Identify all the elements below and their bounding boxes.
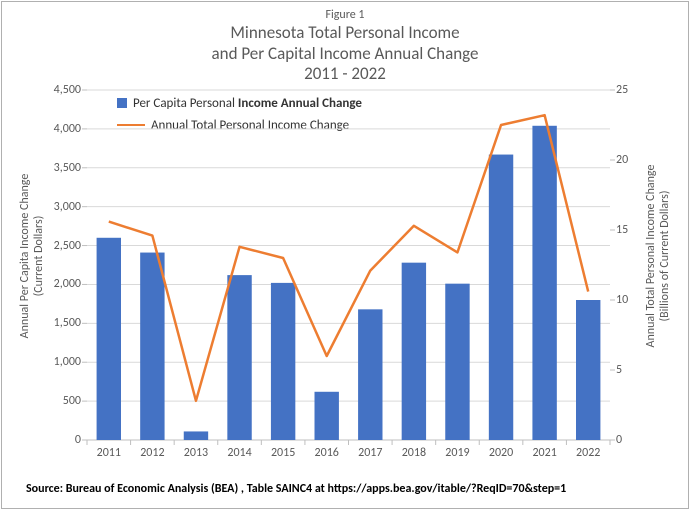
x-tick-label: 2018	[402, 446, 426, 460]
source-caption: Source: Bureau of Economic Analysis (BEA…	[26, 482, 566, 496]
x-tick-label: 2015	[271, 446, 295, 460]
x-tick-label: 2022	[576, 446, 600, 460]
y-right-tick-label: 10	[616, 293, 646, 307]
chart-title-line1: Minnesota Total Personal Income	[2, 23, 688, 43]
bar	[402, 263, 426, 440]
x-tick-label: 2013	[184, 446, 208, 460]
x-tick-label: 2021	[532, 446, 556, 460]
y-axis-right-title: Annual Total Personal Income Change (Bil…	[644, 6, 672, 506]
y-left-tick-label: 4,500	[41, 83, 81, 97]
bar	[184, 431, 208, 440]
y-right-tick-label: 15	[616, 223, 646, 237]
chart-title-line3: 2011 - 2022	[2, 64, 688, 84]
chart-frame: Figure 1 Minnesota Total Personal Income…	[1, 1, 689, 509]
y-axis-right-title-line2: (Billions of Current Dollars)	[658, 191, 672, 322]
y-axis-left-title: Annual Per Capita Income Change (Current…	[18, 6, 46, 506]
y-left-tick-label: 500	[41, 394, 81, 408]
y-left-tick-label: 2,500	[41, 239, 81, 253]
y-left-tick-label: 3,500	[41, 161, 81, 175]
y-right-tick-label: 25	[616, 83, 646, 97]
y-right-tick-label: 5	[616, 363, 646, 377]
line-series	[109, 115, 588, 401]
bar	[140, 253, 164, 440]
bar	[532, 126, 556, 440]
chart-title-line2: and Per Capital Income Annual Change	[2, 44, 688, 64]
bar	[315, 392, 339, 440]
plot-area: Per Capita Personal Income Annual Change…	[87, 90, 610, 440]
x-tick-label: 2011	[97, 446, 121, 460]
figure-label: Figure 1	[2, 8, 688, 22]
x-tick-label: 2019	[445, 446, 469, 460]
bar	[227, 275, 251, 440]
title-block: Figure 1 Minnesota Total Personal Income…	[2, 8, 688, 84]
x-tick-label: 2014	[227, 446, 251, 460]
y-left-tick-label: 0	[41, 433, 81, 447]
bar	[97, 238, 121, 440]
y-right-tick-label: 0	[616, 433, 646, 447]
y-left-tick-label: 1,000	[41, 355, 81, 369]
x-tick-label: 2016	[315, 446, 339, 460]
chart-svg	[87, 90, 610, 440]
bar	[271, 283, 295, 440]
bar	[358, 309, 382, 440]
y-axis-right-title-line1: Annual Total Personal Income Change	[644, 165, 658, 348]
bar	[489, 155, 513, 440]
y-right-tick-label: 20	[616, 153, 646, 167]
bar	[445, 284, 469, 440]
bar	[576, 300, 600, 440]
y-axis-left-title-line1: Annual Per Capita Income Change	[18, 174, 32, 339]
y-left-tick-label: 3,000	[41, 200, 81, 214]
x-tick-label: 2017	[358, 446, 382, 460]
x-tick-label: 2012	[140, 446, 164, 460]
y-left-tick-label: 1,500	[41, 316, 81, 330]
y-left-tick-label: 4,000	[41, 122, 81, 136]
x-tick-label: 2020	[489, 446, 513, 460]
y-left-tick-label: 2,000	[41, 277, 81, 291]
